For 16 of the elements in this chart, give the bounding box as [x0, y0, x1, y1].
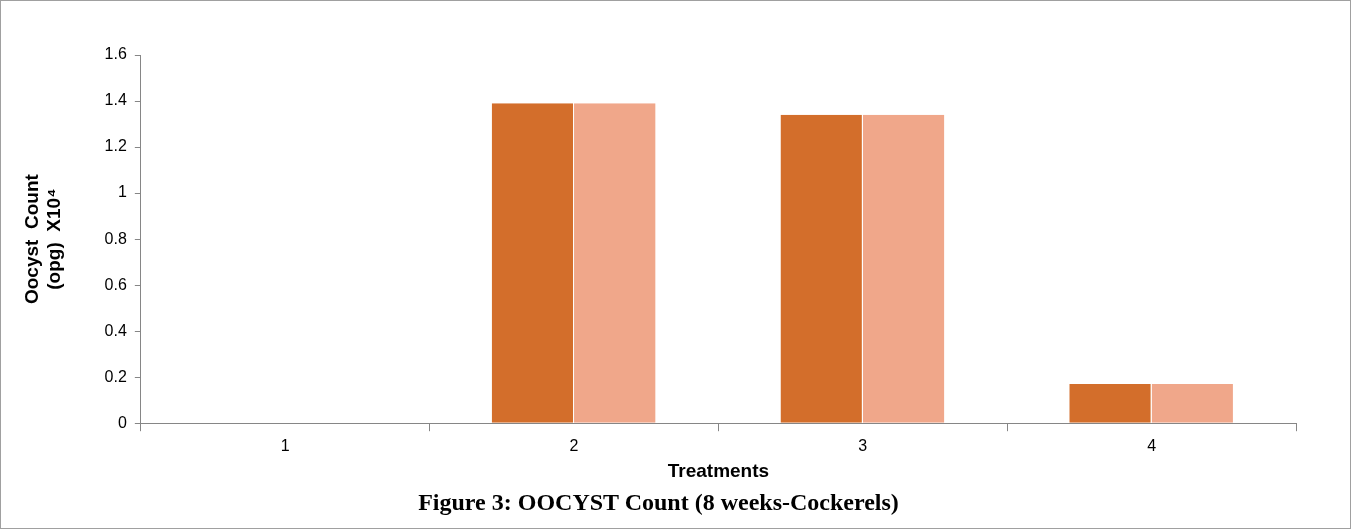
y-tick-label: 0.2: [104, 367, 127, 385]
x-tick-label: 2: [569, 437, 579, 455]
y-tick-label: 1.6: [104, 45, 127, 63]
y-tick-label: 0.6: [104, 275, 127, 293]
y-tick-label: 1.4: [104, 91, 127, 109]
y-tick-label: 0: [117, 413, 127, 431]
x-axis-title: Treatments: [667, 460, 770, 482]
x-tick-label: 4: [1147, 437, 1157, 455]
x-tick-label: 3: [858, 437, 868, 455]
y-tick-label: 0.8: [104, 229, 127, 247]
y-axis-title: Oocyst Count (opg) X10⁴: [20, 173, 65, 305]
x-tick-label: 1: [280, 437, 290, 455]
y-tick-label: 1.2: [104, 137, 127, 155]
text: Figure 3: OOCYST Count (8 weeks-Cockerels): [418, 488, 899, 515]
y-tick-label: 0.4: [104, 321, 127, 339]
y-tick-label: 1: [117, 183, 127, 201]
